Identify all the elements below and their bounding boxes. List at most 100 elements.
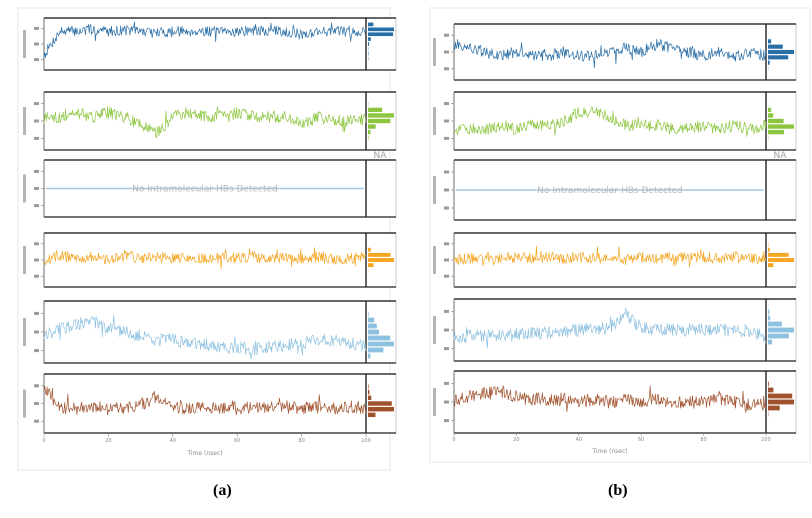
hist-bar: [368, 37, 371, 41]
hist-bar: [368, 311, 369, 317]
y-tick-label: [444, 419, 449, 423]
y-tick-label: [444, 242, 449, 246]
hist-bar: [368, 329, 380, 335]
hist-bar: [368, 129, 371, 135]
y-tick-label: [34, 204, 39, 208]
caption-a: (a): [213, 482, 232, 499]
track-4: [433, 232, 797, 288]
x-tick-label: 100: [761, 437, 771, 443]
x-tick-label: 60: [234, 438, 240, 444]
hist-bar: [768, 405, 780, 411]
y-tick-label: [34, 102, 39, 106]
hist-bar: [368, 317, 375, 323]
hist-bar: [768, 44, 783, 49]
hist-bar: [768, 252, 789, 257]
x-axis: 0 20 40 60 80 100 Time (nsec): [42, 434, 371, 457]
track-box: [43, 300, 397, 364]
hist-bar: [368, 113, 394, 118]
y-tick-label: [444, 50, 449, 54]
series-line: [43, 106, 367, 138]
y-axis-label: [433, 176, 436, 204]
hist-bar: [368, 406, 394, 412]
track-6: [23, 373, 397, 434]
hist-bar: [768, 263, 774, 268]
x-tick-label: 0: [42, 438, 45, 444]
y-axis-label: [433, 38, 436, 66]
y-tick-label: [444, 102, 449, 106]
y-tick-label: [444, 328, 449, 332]
series-line: [43, 21, 367, 58]
na-label: NA: [774, 151, 788, 161]
panel-a: No Intramolecular HBs Detected NA 0 20 40 60 8…: [17, 7, 397, 471]
y-tick-label: [444, 67, 449, 71]
hist-bar: [368, 347, 384, 353]
hist-bar: [768, 39, 772, 44]
hist-bar: [768, 321, 782, 327]
empty-panel-text: No Intramolecular HBs Detected: [537, 186, 683, 196]
y-tick-label: [34, 242, 39, 246]
track-5: [433, 298, 797, 362]
y-axis-label: [23, 30, 26, 58]
y-tick-label: [34, 136, 39, 140]
y-axis-label: [23, 389, 26, 418]
hist-bar: [768, 113, 774, 118]
track-1: [433, 23, 797, 81]
x-axis-label: Time (nsec): [591, 448, 627, 455]
hist-bar: [768, 129, 784, 135]
hist-bar: [368, 124, 376, 129]
y-axis-label: [433, 107, 436, 135]
y-axis-label: [23, 246, 26, 274]
hist-bar: [368, 118, 391, 124]
x-tick-label: 20: [513, 437, 519, 443]
track-box: [43, 91, 397, 151]
series-line: [453, 245, 767, 268]
series-line: [453, 106, 767, 137]
series-line: [453, 385, 767, 413]
hist-bar: [368, 27, 394, 32]
track-3: No Intramolecular HBs Detected NA: [23, 151, 397, 218]
hist-bar: [368, 384, 369, 389]
y-tick-label: [34, 349, 39, 353]
y-tick-label: [444, 381, 449, 385]
x-tick-label: 0: [452, 437, 455, 443]
track-box: [43, 17, 397, 71]
y-tick-label: [34, 119, 39, 123]
y-axis-label: [23, 107, 26, 135]
hist-bar: [368, 42, 370, 46]
x-tick-label: 80: [700, 437, 706, 443]
y-tick-label: [444, 309, 449, 313]
hist-bar: [768, 258, 794, 262]
hist-bar: [368, 22, 374, 27]
y-tick-label: [34, 258, 39, 262]
hist-bar: [368, 323, 377, 329]
y-tick-label: [34, 419, 39, 423]
track-2: [433, 91, 797, 151]
track-5: [23, 300, 397, 364]
hist-bar: [368, 341, 394, 347]
hist-bar: [768, 381, 769, 387]
hist-bar: [368, 412, 376, 418]
hist-bar: [368, 135, 369, 140]
series-line: [453, 307, 767, 349]
x-tick-label: 40: [576, 437, 582, 443]
y-tick-label: [34, 26, 39, 30]
hist-bar: [368, 258, 394, 262]
track-box: [453, 298, 797, 362]
track-1: [23, 17, 397, 71]
hist-bar: [768, 339, 773, 345]
hist-bar: [768, 387, 774, 393]
hist-bar: [768, 333, 789, 339]
hist-bar: [768, 399, 794, 405]
x-tick-label: 100: [361, 438, 371, 444]
y-axis-label: [433, 388, 436, 416]
y-tick-label: [34, 42, 39, 46]
y-tick-label: [444, 33, 449, 37]
track-2: [23, 91, 397, 151]
hist-bar: [768, 107, 772, 113]
y-tick-label: [444, 258, 449, 262]
empty-panel-text: No Intramolecular HBs Detected: [132, 185, 278, 195]
y-tick-label: [34, 274, 39, 278]
series-line: [43, 314, 367, 360]
track-4: [23, 232, 397, 288]
track-box: [43, 373, 397, 434]
